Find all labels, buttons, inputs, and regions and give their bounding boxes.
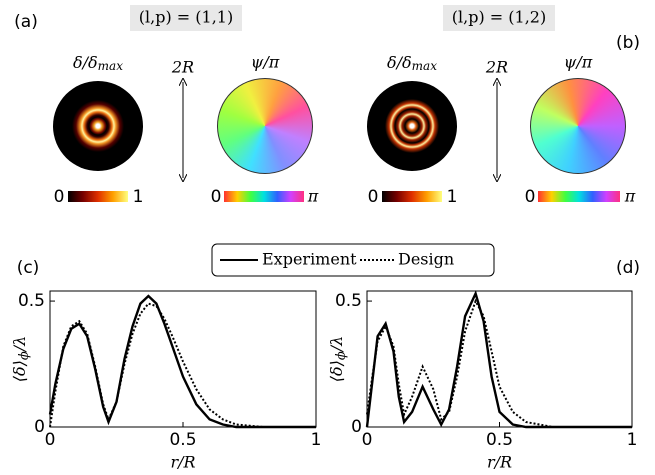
mode-label: (l,p) = (1,2) bbox=[452, 8, 546, 27]
plot-frame bbox=[49, 290, 317, 428]
x-tick-label: 0 bbox=[45, 430, 56, 450]
panel-label: (c) bbox=[17, 258, 40, 278]
x-tick-label: 0.5 bbox=[169, 430, 196, 450]
y-axis-label-part: /λ bbox=[327, 336, 346, 354]
x-tick-label: 1 bbox=[627, 430, 638, 450]
x-tick-label: 0.5 bbox=[486, 430, 513, 450]
y-tick-label: 0.5 bbox=[335, 291, 362, 311]
y-tick-label: 0.5 bbox=[18, 291, 45, 311]
y-axis-label-part: /λ bbox=[10, 336, 29, 354]
colorbar bbox=[68, 191, 128, 202]
size-label: 2R bbox=[171, 58, 194, 77]
legend-label: Design bbox=[398, 250, 454, 269]
x-axis-label: r/R bbox=[487, 453, 512, 472]
colorbar-label: 0 bbox=[368, 187, 379, 207]
colorbar bbox=[538, 191, 620, 202]
colorbar bbox=[382, 191, 442, 202]
colorbar bbox=[224, 191, 304, 202]
y-axis-label-part: ⟨δ⟩ bbox=[10, 360, 29, 382]
panel-label: (d) bbox=[616, 258, 640, 278]
data-line bbox=[49, 302, 316, 428]
map-label: δ/δmax bbox=[73, 53, 123, 73]
colorbar-label: 0 bbox=[211, 187, 222, 207]
intensity-map bbox=[367, 81, 457, 171]
y-axis-label-part: ϕ bbox=[17, 351, 32, 360]
data-line bbox=[365, 290, 632, 429]
x-tick-label: 1 bbox=[311, 430, 322, 450]
mode-box bbox=[443, 5, 555, 31]
x-tick-label: 0 bbox=[362, 430, 373, 450]
x-axis-label: r/R bbox=[170, 453, 195, 472]
legend-label: Experiment bbox=[262, 250, 357, 269]
data-line bbox=[366, 298, 632, 428]
map-label: ψ/π bbox=[251, 53, 280, 72]
data-line bbox=[48, 294, 316, 429]
phase-map bbox=[217, 78, 313, 174]
y-tick-label: 0 bbox=[351, 417, 362, 437]
legend bbox=[211, 243, 495, 277]
panel-label: (b) bbox=[616, 33, 640, 53]
y-axis-label: ⟨δ⟩ϕ/λ bbox=[327, 336, 349, 383]
plot-frame bbox=[366, 290, 633, 428]
colorbar-label: 0 bbox=[525, 187, 536, 207]
y-axis-label-part: ϕ bbox=[334, 351, 349, 360]
y-axis-label-part: ⟨δ⟩ bbox=[327, 360, 346, 382]
colorbar-label: π bbox=[624, 187, 636, 206]
mode-label: (l,p) = (1,1) bbox=[139, 8, 233, 27]
map-label: δ/δmax bbox=[387, 53, 437, 73]
colorbar-label: 1 bbox=[133, 187, 144, 207]
colorbar-label: 0 bbox=[54, 187, 65, 207]
colorbar-label: 1 bbox=[447, 187, 458, 207]
y-axis-label: ⟨δ⟩ϕ/λ bbox=[10, 336, 32, 383]
mode-box bbox=[130, 5, 242, 31]
intensity-map bbox=[53, 81, 143, 171]
colorbar-label: π bbox=[307, 187, 319, 206]
phase-map bbox=[530, 78, 626, 174]
map-label: ψ/π bbox=[564, 53, 593, 72]
y-tick-label: 0 bbox=[34, 417, 45, 437]
size-label: 2R bbox=[485, 58, 508, 77]
panel-label: (a) bbox=[14, 12, 38, 32]
